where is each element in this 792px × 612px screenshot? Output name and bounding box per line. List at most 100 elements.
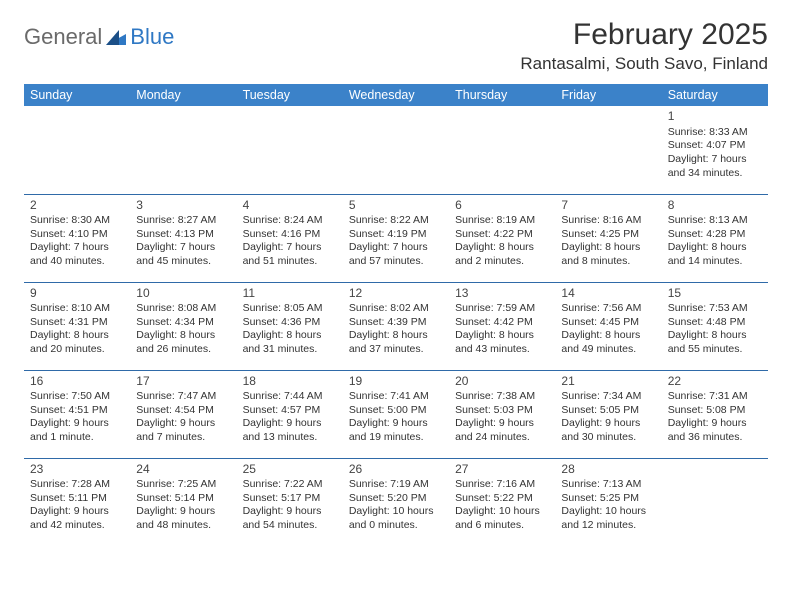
calendar-day-cell: 9Sunrise: 8:10 AMSunset: 4:31 PMDaylight… — [24, 282, 130, 370]
day-info-line: and 34 minutes. — [668, 167, 762, 181]
day-info-line: Daylight: 10 hours — [561, 505, 655, 519]
calendar-day-cell: 19Sunrise: 7:41 AMSunset: 5:00 PMDayligh… — [343, 370, 449, 458]
day-info-line: Sunset: 4:19 PM — [349, 228, 443, 242]
day-info-line: Sunrise: 8:24 AM — [243, 214, 337, 228]
day-info-line: Sunrise: 7:50 AM — [30, 390, 124, 404]
day-info-line: Sunrise: 7:22 AM — [243, 478, 337, 492]
day-info-line: Sunset: 5:14 PM — [136, 492, 230, 506]
day-info-line: and 45 minutes. — [136, 255, 230, 269]
calendar-day-cell: 26Sunrise: 7:19 AMSunset: 5:20 PMDayligh… — [343, 458, 449, 546]
calendar-day-cell — [130, 106, 236, 194]
day-info-line: Sunset: 4:51 PM — [30, 404, 124, 418]
day-info-line: Sunrise: 8:13 AM — [668, 214, 762, 228]
calendar-day-cell: 2Sunrise: 8:30 AMSunset: 4:10 PMDaylight… — [24, 194, 130, 282]
calendar-day-cell: 7Sunrise: 8:16 AMSunset: 4:25 PMDaylight… — [555, 194, 661, 282]
day-info-line: Sunset: 4:34 PM — [136, 316, 230, 330]
calendar-day-cell: 10Sunrise: 8:08 AMSunset: 4:34 PMDayligh… — [130, 282, 236, 370]
day-info-line: Sunrise: 8:27 AM — [136, 214, 230, 228]
day-number: 11 — [243, 286, 337, 302]
calendar-day-cell: 14Sunrise: 7:56 AMSunset: 4:45 PMDayligh… — [555, 282, 661, 370]
day-info-line: Daylight: 8 hours — [349, 329, 443, 343]
calendar-day-cell — [343, 106, 449, 194]
day-info-line: Daylight: 9 hours — [561, 417, 655, 431]
calendar-day-cell: 20Sunrise: 7:38 AMSunset: 5:03 PMDayligh… — [449, 370, 555, 458]
day-info-line: and 14 minutes. — [668, 255, 762, 269]
day-info-line: Sunset: 4:07 PM — [668, 139, 762, 153]
day-number: 9 — [30, 286, 124, 302]
day-number: 19 — [349, 374, 443, 390]
day-info-line: Daylight: 8 hours — [30, 329, 124, 343]
day-info-line: and 48 minutes. — [136, 519, 230, 533]
day-number: 21 — [561, 374, 655, 390]
day-info-line: Sunset: 4:42 PM — [455, 316, 549, 330]
day-number: 6 — [455, 198, 549, 214]
day-number: 10 — [136, 286, 230, 302]
calendar-day-cell — [237, 106, 343, 194]
day-info-line: Daylight: 8 hours — [455, 329, 549, 343]
calendar-table: Sunday Monday Tuesday Wednesday Thursday… — [24, 84, 768, 546]
day-info-line: Daylight: 9 hours — [243, 417, 337, 431]
logo: General Blue — [24, 18, 174, 50]
day-info-line: and 2 minutes. — [455, 255, 549, 269]
day-info-line: Sunrise: 7:28 AM — [30, 478, 124, 492]
day-info-line: and 24 minutes. — [455, 431, 549, 445]
calendar-day-cell: 27Sunrise: 7:16 AMSunset: 5:22 PMDayligh… — [449, 458, 555, 546]
day-info-line: Daylight: 9 hours — [30, 417, 124, 431]
day-info-line: Sunrise: 7:31 AM — [668, 390, 762, 404]
calendar-day-cell: 24Sunrise: 7:25 AMSunset: 5:14 PMDayligh… — [130, 458, 236, 546]
calendar-day-cell — [555, 106, 661, 194]
day-info-line: Daylight: 7 hours — [136, 241, 230, 255]
day-info-line: Daylight: 9 hours — [136, 505, 230, 519]
day-number: 25 — [243, 462, 337, 478]
calendar-week-row: 16Sunrise: 7:50 AMSunset: 4:51 PMDayligh… — [24, 370, 768, 458]
weekday-header: Sunday — [24, 84, 130, 106]
calendar-day-cell: 18Sunrise: 7:44 AMSunset: 4:57 PMDayligh… — [237, 370, 343, 458]
day-number: 22 — [668, 374, 762, 390]
day-info-line: Sunset: 5:05 PM — [561, 404, 655, 418]
day-info-line: Daylight: 8 hours — [668, 241, 762, 255]
day-number: 23 — [30, 462, 124, 478]
calendar-day-cell — [24, 106, 130, 194]
day-info-line: and 49 minutes. — [561, 343, 655, 357]
calendar-day-cell: 12Sunrise: 8:02 AMSunset: 4:39 PMDayligh… — [343, 282, 449, 370]
title-block: February 2025 Rantasalmi, South Savo, Fi… — [520, 18, 768, 74]
day-info-line: Sunset: 5:20 PM — [349, 492, 443, 506]
day-info-line: Sunrise: 7:38 AM — [455, 390, 549, 404]
day-info-line: and 40 minutes. — [30, 255, 124, 269]
day-info-line: Daylight: 7 hours — [349, 241, 443, 255]
day-info-line: Sunset: 5:00 PM — [349, 404, 443, 418]
calendar-day-cell: 22Sunrise: 7:31 AMSunset: 5:08 PMDayligh… — [662, 370, 768, 458]
calendar-day-cell: 1Sunrise: 8:33 AMSunset: 4:07 PMDaylight… — [662, 106, 768, 194]
day-number: 26 — [349, 462, 443, 478]
weekday-header: Friday — [555, 84, 661, 106]
day-info-line: Daylight: 7 hours — [668, 153, 762, 167]
day-info-line: Sunset: 4:36 PM — [243, 316, 337, 330]
day-info-line: Sunset: 4:31 PM — [30, 316, 124, 330]
day-info-line: and 6 minutes. — [455, 519, 549, 533]
day-info-line: Sunrise: 8:10 AM — [30, 302, 124, 316]
day-info-line: Sunset: 5:08 PM — [668, 404, 762, 418]
day-info-line: Sunset: 4:22 PM — [455, 228, 549, 242]
day-number: 3 — [136, 198, 230, 214]
day-number: 28 — [561, 462, 655, 478]
calendar-day-cell: 4Sunrise: 8:24 AMSunset: 4:16 PMDaylight… — [237, 194, 343, 282]
calendar-day-cell: 17Sunrise: 7:47 AMSunset: 4:54 PMDayligh… — [130, 370, 236, 458]
day-info-line: Sunrise: 7:59 AM — [455, 302, 549, 316]
weekday-header: Thursday — [449, 84, 555, 106]
calendar-day-cell: 13Sunrise: 7:59 AMSunset: 4:42 PMDayligh… — [449, 282, 555, 370]
day-number: 7 — [561, 198, 655, 214]
day-number: 13 — [455, 286, 549, 302]
day-number: 27 — [455, 462, 549, 478]
day-info-line: and 8 minutes. — [561, 255, 655, 269]
day-info-line: Daylight: 8 hours — [561, 241, 655, 255]
calendar-day-cell: 11Sunrise: 8:05 AMSunset: 4:36 PMDayligh… — [237, 282, 343, 370]
weekday-header: Tuesday — [237, 84, 343, 106]
day-info-line: Sunrise: 8:16 AM — [561, 214, 655, 228]
day-info-line: and 31 minutes. — [243, 343, 337, 357]
day-info-line: Sunrise: 7:13 AM — [561, 478, 655, 492]
calendar-day-cell: 23Sunrise: 7:28 AMSunset: 5:11 PMDayligh… — [24, 458, 130, 546]
day-info-line: and 19 minutes. — [349, 431, 443, 445]
day-info-line: Sunset: 5:17 PM — [243, 492, 337, 506]
day-info-line: Sunrise: 7:53 AM — [668, 302, 762, 316]
day-info-line: Daylight: 8 hours — [561, 329, 655, 343]
